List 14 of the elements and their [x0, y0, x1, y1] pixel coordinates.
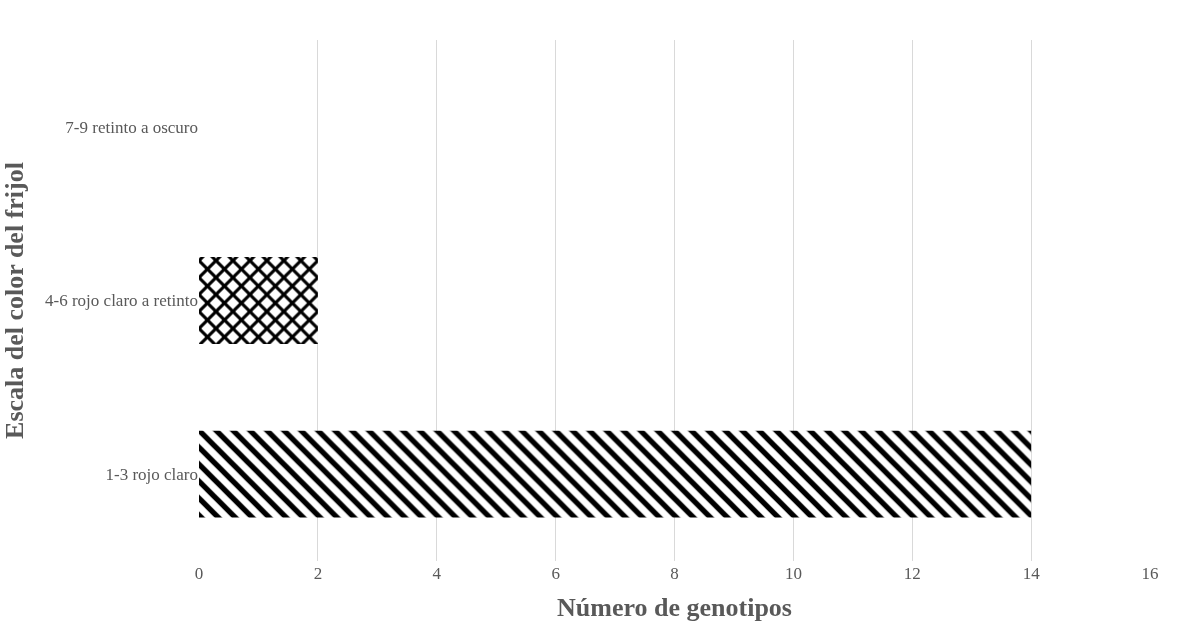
x-axis-title: Número de genotipos — [557, 592, 792, 622]
y-tick-label: 7-9 retinto a oscuro — [65, 117, 198, 137]
y-tick-label: 4-6 rojo claro a retinto — [45, 291, 198, 311]
y-axis-title: Escala del color del frijol — [0, 162, 29, 439]
x-tick-label: 8 — [670, 564, 679, 583]
x-tick-label: 16 — [1141, 564, 1159, 583]
x-tick-label: 4 — [432, 564, 442, 583]
x-tick-label: 10 — [784, 564, 802, 583]
x-tick-label: 6 — [551, 564, 560, 583]
x-tick-label: 12 — [903, 564, 921, 583]
y-tick-label: 1-3 rojo claro — [105, 465, 198, 485]
x-tick-label: 14 — [1022, 564, 1041, 583]
x-tick-label: 2 — [313, 564, 323, 583]
x-tick-label: 0 — [194, 564, 204, 583]
